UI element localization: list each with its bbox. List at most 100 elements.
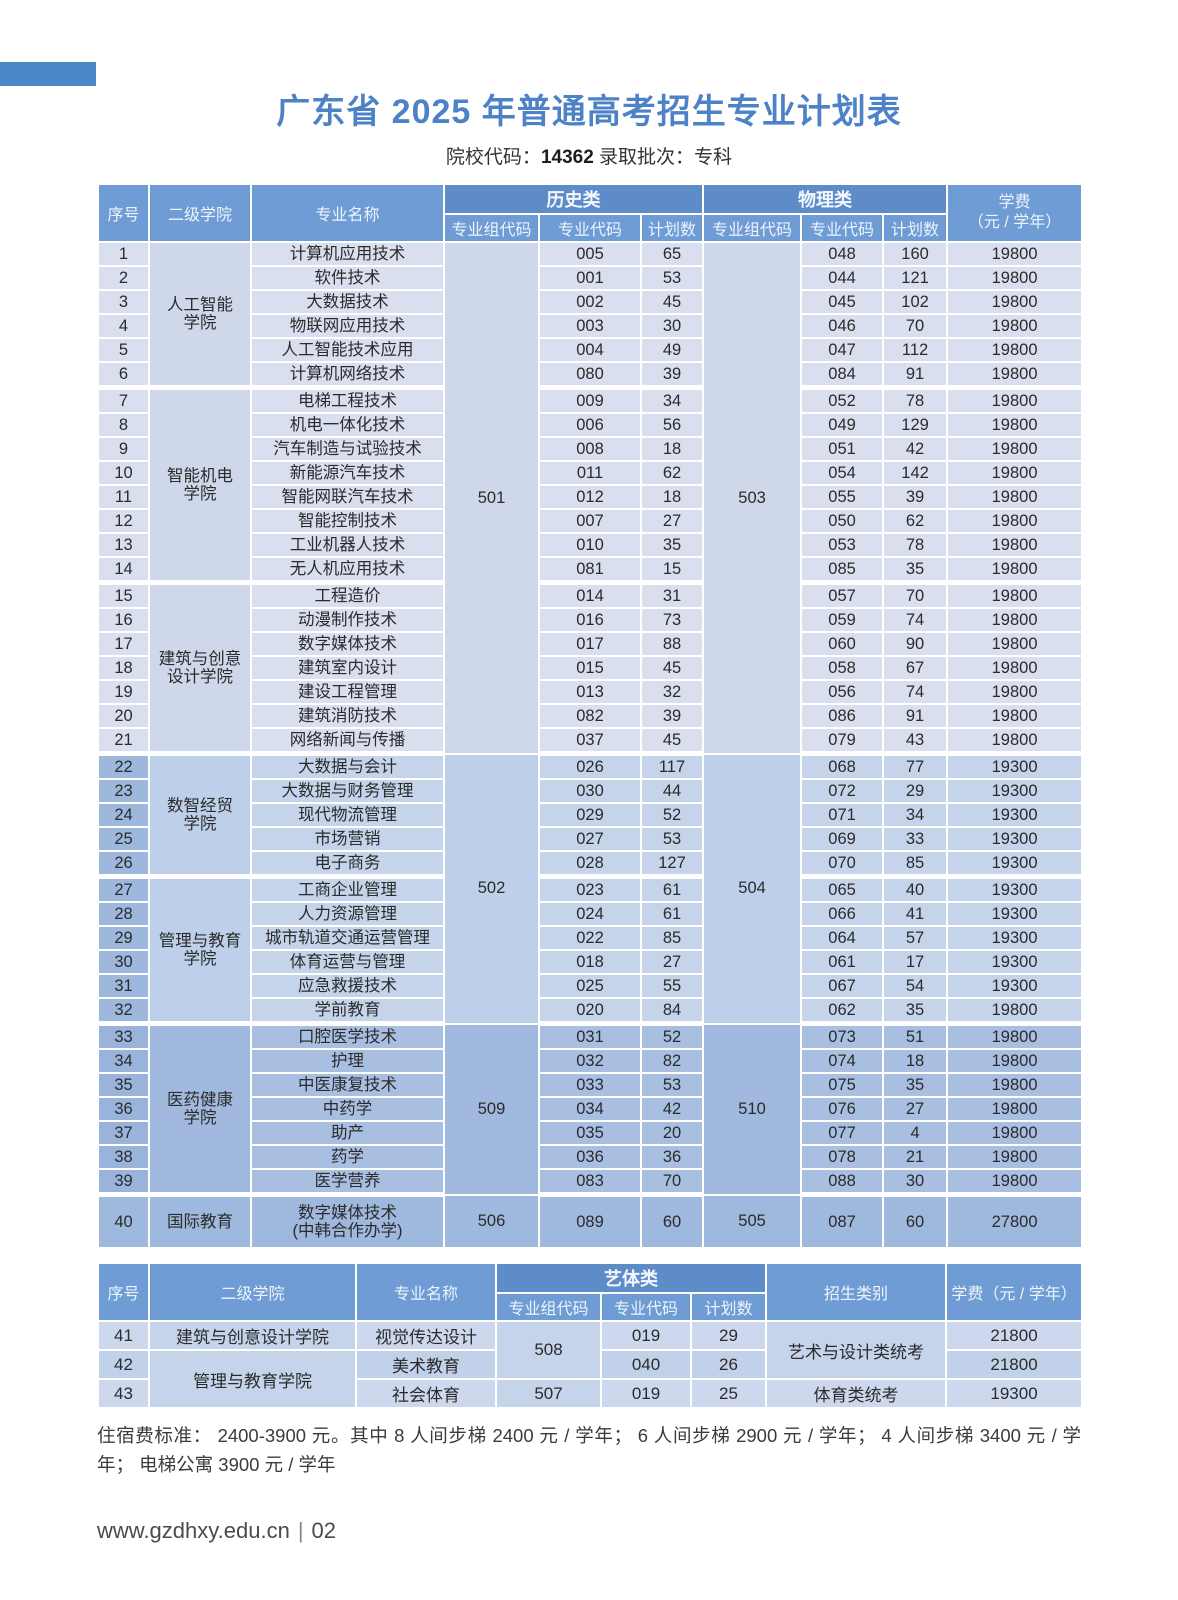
row-number-cell: 24 [97,802,150,828]
fee-cell: 19800 [946,727,1084,755]
header-phys-major-code: 专业代码 [800,213,885,243]
table-row: 18 建筑室内设计 015 45 058 67 19800 [97,655,1084,681]
row-number-cell: 35 [97,1072,150,1098]
college-cell: 管理与教育 学院 [148,874,252,1025]
header-fee: 学费 （元 / 学年） [946,183,1084,243]
physics-plan-count-cell: 40 [882,874,949,903]
history-plan-count-cell: 18 [639,484,705,510]
row-number-cell: 12 [97,508,150,534]
table-row: 14 无人机应用技术 081 15 085 35 19800 [97,556,1084,584]
major-cell: 中药学 [250,1096,445,1122]
table-row: 34 护理 032 82 074 18 19800 [97,1048,1084,1074]
history-plan-count-cell: 45 [639,289,705,315]
main-plan-table: 序号 二级学院 专业名称 历史类 物理类 学费 （元 / 学年） 专业组代码 专… [97,183,1084,1249]
physics-major-code-cell: 059 [800,607,885,633]
history-plan-count-cell: 127 [639,850,705,878]
physics-plan-count-cell: 4 [882,1120,949,1146]
table-row: 38 药学 036 36 078 21 19800 [97,1144,1084,1170]
history-major-code-cell: 013 [538,679,642,705]
history-plan-count-cell: 35 [639,532,705,558]
history-plan-count-cell: 53 [639,265,705,291]
history-plan-count-cell: 45 [639,655,705,681]
history-major-code-cell: 011 [538,460,642,486]
history-plan-count-cell: 85 [639,925,705,951]
fee-cell: 19300 [946,949,1084,975]
physics-plan-count-cell: 33 [882,826,949,852]
header-phys-group-code: 专业组代码 [702,213,803,243]
college-cell: 建筑与创意设计学院 [148,1320,357,1351]
physics-plan-count-cell: 91 [882,703,949,729]
fee-cell: 19800 [946,1168,1084,1196]
physics-plan-count-cell: 39 [882,484,949,510]
history-major-code-cell: 029 [538,802,642,828]
history-plan-count-cell: 52 [639,802,705,828]
fee-cell: 19800 [946,313,1084,339]
history-plan-count-cell: 88 [639,631,705,657]
physics-major-code-cell: 085 [800,556,885,584]
history-major-code-cell: 002 [538,289,642,315]
physics-plan-count-cell: 70 [882,580,949,609]
table-row: 28 人力资源管理 024 61 066 41 19300 [97,901,1084,927]
physics-major-code-cell: 064 [800,925,885,951]
history-plan-count-cell: 65 [639,241,705,267]
major-cell: 建筑室内设计 [250,655,445,681]
corner-accent-bar [0,62,96,86]
physics-major-code-cell: 066 [800,901,885,927]
history-plan-count-cell: 117 [639,751,705,780]
row-number-cell: 38 [97,1144,150,1170]
physics-plan-count-cell: 129 [882,412,949,438]
physics-major-code-cell: 046 [800,313,885,339]
history-plan-count-cell: 45 [639,727,705,755]
history-major-code-cell: 027 [538,826,642,852]
history-major-code-cell: 028 [538,850,642,878]
physics-plan-count-cell: 54 [882,973,949,999]
fee-cell: 19300 [946,901,1084,927]
physics-major-code-cell: 072 [800,778,885,804]
history-major-code-cell: 006 [538,412,642,438]
major-cell: 人力资源管理 [250,901,445,927]
row-number-cell: 6 [97,361,150,389]
accommodation-note: 住宿费标准： 2400-3900 元。其中 8 人间步梯 2400 元 / 学年… [97,1425,1081,1475]
history-major-code-cell: 025 [538,973,642,999]
row-number-cell: 16 [97,607,150,633]
header-physics-band: 物理类 [702,183,949,215]
college-cell: 医药健康 学院 [148,1021,252,1196]
row-number-cell: 21 [97,727,150,755]
table-row: 7 智能机电 学院 电梯工程技术 009 34 052 78 19800 [97,385,1084,584]
physics-major-code-cell: 049 [800,412,885,438]
row-number-cell: 26 [97,850,150,878]
history-plan-count-cell: 36 [639,1144,705,1170]
physics-major-code-cell: 045 [800,289,885,315]
physics-major-code-cell: 086 [800,703,885,729]
physics-plan-count-cell: 43 [882,727,949,755]
physics-plan-count-cell: 35 [882,556,949,584]
fee-cell: 19300 [946,778,1084,804]
major-cell: 计算机网络技术 [250,361,445,389]
fee-cell: 19800 [946,289,1084,315]
website-url: www.gzdhxy.edu.cn [97,1518,290,1543]
fee-cell: 19800 [946,265,1084,291]
table-row: 41 建筑与创意设计学院 视觉传达设计 508 019 29 艺术与设计类统考 21800 [97,1320,1084,1380]
fee-cell: 19800 [946,607,1084,633]
header-college: 二级学院 [148,1262,357,1322]
physics-major-code-cell: 076 [800,1096,885,1122]
physics-major-code-cell: 051 [800,436,885,462]
history-plan-count-cell: 55 [639,973,705,999]
footer-separator: | [297,1518,304,1543]
history-major-code-cell: 004 [538,337,642,363]
table-row: 23 大数据与财务管理 030 44 072 29 19300 [97,778,1084,804]
history-major-code-cell: 014 [538,580,642,609]
physics-major-code-cell: 054 [800,460,885,486]
group-code-cell: 507 [495,1378,602,1409]
history-plan-count-cell: 53 [639,826,705,852]
physics-major-code-cell: 048 [800,241,885,267]
fee-cell: 19800 [946,1048,1084,1074]
row-number-cell: 31 [97,973,150,999]
major-cell: 应急救援技术 [250,973,445,999]
main-header-row-2: 专业组代码 专业代码 计划数 专业组代码 专业代码 计划数 [98,213,1082,243]
table-row: 8 机电一体化技术 006 56 049 129 19800 [97,412,1084,438]
fee-cell: 19800 [946,580,1084,609]
row-number-cell: 1 [97,241,150,267]
table-row: 43 社会体育 507 019 25 体育类统考 19300 [97,1378,1084,1409]
header-phys-plan: 计划数 [882,213,949,243]
